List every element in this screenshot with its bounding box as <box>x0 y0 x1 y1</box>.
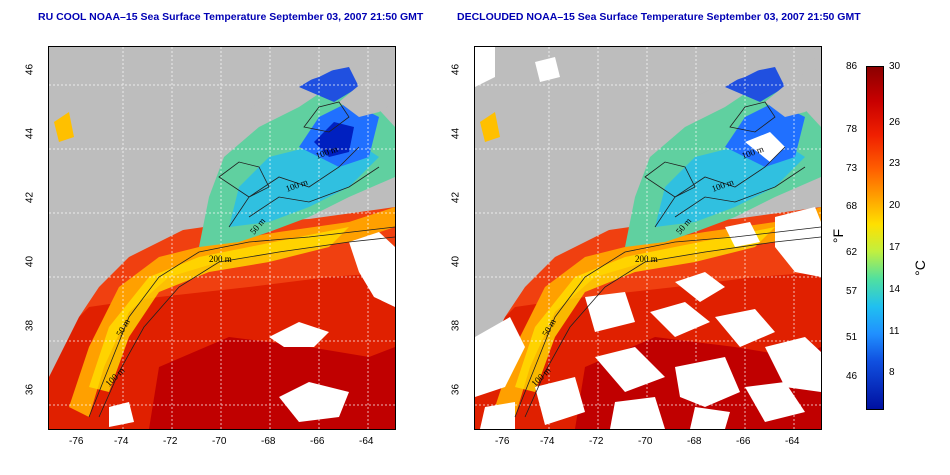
contour-label-200m: 200 m <box>209 254 232 264</box>
c-tick: 17 <box>889 242 901 253</box>
lon-tick: -64 <box>359 436 374 447</box>
lon-tick: -70 <box>212 436 227 447</box>
temperature-colorbar <box>866 66 884 410</box>
lon-tick: -76 <box>69 436 84 447</box>
lon-tick: -64 <box>785 436 800 447</box>
c-tick: 20 <box>889 200 901 211</box>
lon-tick: -74 <box>114 436 129 447</box>
lat-tick: 36 <box>450 383 462 396</box>
lat-tick: 46 <box>24 63 36 76</box>
sst-map-declouded[interactable]: 200 m 50 m 100 m 50 m 100 m 100 m <box>474 46 822 430</box>
lon-tick: -72 <box>589 436 604 447</box>
f-tick: 73 <box>846 163 858 174</box>
lat-tick: 38 <box>24 319 36 332</box>
lon-tick: -66 <box>736 436 751 447</box>
c-tick: 26 <box>889 117 901 128</box>
lon-tick: -68 <box>261 436 276 447</box>
sst-map-raw[interactable]: 200 m 50 m 100 m 50 m 100 m 100 m <box>48 46 396 430</box>
f-tick: 46 <box>846 371 858 382</box>
c-tick: 30 <box>889 61 901 72</box>
lon-tick: -74 <box>540 436 555 447</box>
lat-tick: 40 <box>450 255 462 268</box>
c-tick: 14 <box>889 284 901 295</box>
f-tick: 51 <box>846 332 858 343</box>
lat-tick: 44 <box>450 127 462 140</box>
celsius-unit-label: °C <box>911 260 928 276</box>
f-tick: 86 <box>846 61 858 72</box>
right-map-title: DECLOUDED NOAA–15 Sea Surface Temperatur… <box>457 11 861 23</box>
c-tick: 23 <box>889 158 901 169</box>
lat-tick: 40 <box>24 255 36 268</box>
f-tick: 57 <box>846 286 858 297</box>
c-tick: 8 <box>889 367 895 378</box>
lon-tick: -76 <box>495 436 510 447</box>
left-map-title: RU COOL NOAA–15 Sea Surface Temperature … <box>38 11 424 23</box>
f-tick: 68 <box>846 201 858 212</box>
fahrenheit-unit-label: °F <box>830 228 847 244</box>
lat-tick: 42 <box>450 191 462 204</box>
contour-label-200m: 200 m <box>635 254 658 264</box>
lat-tick: 38 <box>450 319 462 332</box>
lon-tick: -70 <box>638 436 653 447</box>
f-tick: 62 <box>846 247 858 258</box>
lat-tick: 46 <box>450 63 462 76</box>
c-tick: 11 <box>889 326 900 337</box>
lon-tick: -72 <box>163 436 178 447</box>
lon-tick: -66 <box>310 436 325 447</box>
lat-tick: 36 <box>24 383 36 396</box>
lat-tick: 44 <box>24 127 36 140</box>
f-tick: 78 <box>846 124 858 135</box>
lon-tick: -68 <box>687 436 702 447</box>
lat-tick: 42 <box>24 191 36 204</box>
